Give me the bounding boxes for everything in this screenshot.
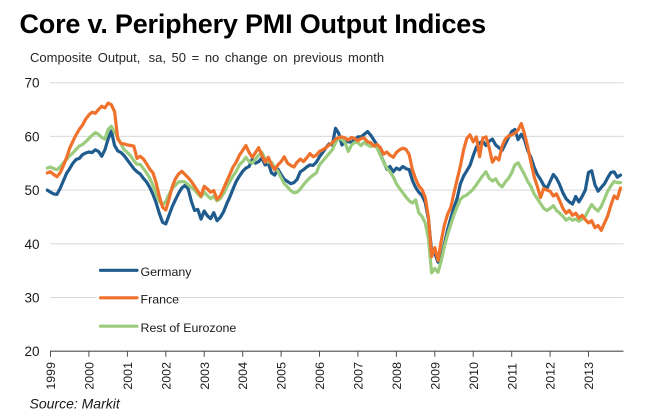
svg-text:Core v. Periphery PMI Output I: Core v. Periphery PMI Output Indices bbox=[20, 9, 486, 39]
svg-text:60: 60 bbox=[24, 129, 39, 144]
svg-text:2009: 2009 bbox=[428, 362, 442, 390]
svg-text:Composite Output, sa, 50 = no: Composite Output, sa, 50 = no change on … bbox=[30, 50, 384, 65]
svg-text:France: France bbox=[141, 293, 180, 307]
svg-text:Rest of Eurozone: Rest of Eurozone bbox=[141, 321, 237, 335]
svg-text:1999: 1999 bbox=[44, 362, 58, 390]
svg-text:2013: 2013 bbox=[582, 362, 596, 390]
svg-text:30: 30 bbox=[24, 291, 39, 306]
svg-text:70: 70 bbox=[24, 76, 39, 91]
svg-text:2004: 2004 bbox=[236, 362, 250, 390]
svg-text:2003: 2003 bbox=[198, 362, 212, 390]
svg-text:50: 50 bbox=[24, 183, 39, 198]
svg-text:20: 20 bbox=[24, 344, 39, 359]
svg-text:2005: 2005 bbox=[275, 362, 289, 390]
svg-text:2011: 2011 bbox=[505, 363, 519, 390]
svg-text:2010: 2010 bbox=[467, 362, 481, 390]
svg-text:2012: 2012 bbox=[544, 362, 558, 390]
svg-text:2006: 2006 bbox=[313, 362, 327, 390]
svg-text:Germany: Germany bbox=[141, 265, 193, 279]
svg-text:Source: Markit: Source: Markit bbox=[30, 396, 121, 412]
svg-text:40: 40 bbox=[24, 237, 39, 252]
svg-text:2008: 2008 bbox=[390, 362, 404, 390]
svg-text:2002: 2002 bbox=[159, 362, 173, 390]
svg-text:2007: 2007 bbox=[352, 362, 366, 390]
svg-text:2000: 2000 bbox=[83, 362, 97, 390]
svg-text:2001: 2001 bbox=[121, 362, 135, 390]
